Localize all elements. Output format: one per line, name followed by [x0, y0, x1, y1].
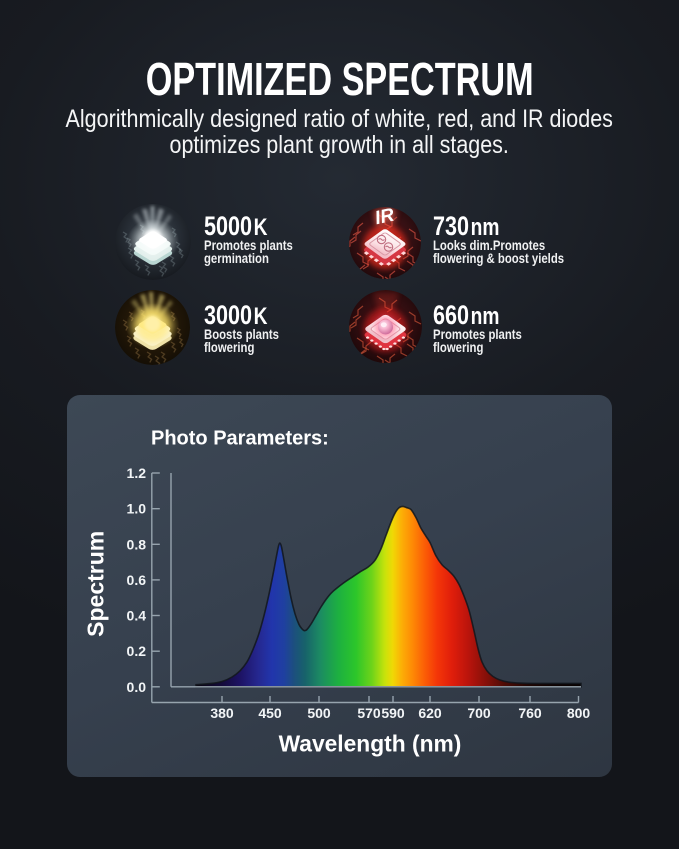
svg-text:1.2: 1.2 — [127, 465, 147, 481]
svg-text:800: 800 — [567, 705, 591, 721]
svg-text:570: 570 — [357, 705, 381, 721]
svg-text:0.0: 0.0 — [127, 679, 147, 695]
svg-text:450: 450 — [258, 705, 282, 721]
svg-text:0.2: 0.2 — [127, 643, 147, 659]
svg-text:380: 380 — [210, 705, 234, 721]
svg-text:0.6: 0.6 — [127, 572, 147, 588]
svg-text:Spectrum: Spectrum — [83, 531, 109, 637]
svg-text:760: 760 — [518, 705, 542, 721]
svg-text:0.8: 0.8 — [127, 536, 147, 552]
svg-text:IR: IR — [373, 207, 396, 229]
svg-text:0.4: 0.4 — [127, 608, 147, 624]
svg-text:IR: IR — [373, 207, 396, 229]
svg-text:500: 500 — [307, 705, 331, 721]
svg-text:590: 590 — [381, 705, 405, 721]
svg-text:Photo Parameters:: Photo Parameters: — [151, 428, 329, 450]
svg-text:Wavelength (nm): Wavelength (nm) — [279, 731, 462, 757]
svg-text:1.0: 1.0 — [127, 501, 147, 517]
svg-text:620: 620 — [418, 705, 442, 721]
svg-text:700: 700 — [467, 705, 491, 721]
